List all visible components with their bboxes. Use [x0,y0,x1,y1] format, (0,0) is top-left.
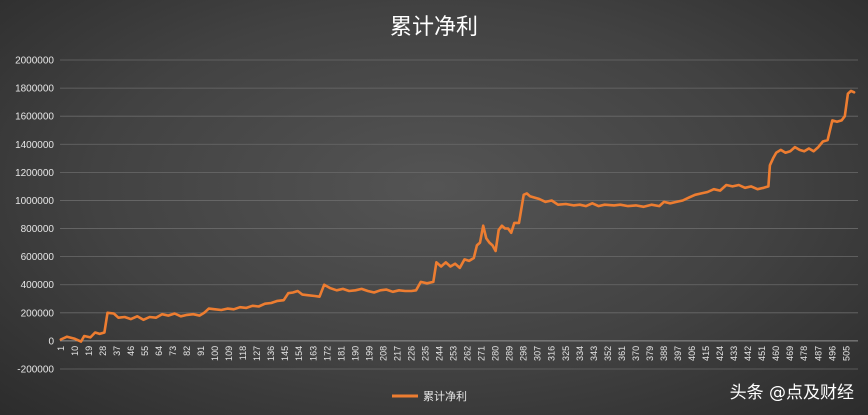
x-tick-label-45: 406 [687,346,697,361]
y-tick-label-4: 1200000 [15,168,54,179]
x-tick-label-18: 163 [308,346,318,361]
x-tick-label-47: 424 [715,346,725,361]
series-lines [59,89,856,343]
x-tick-label-11: 100 [210,346,220,361]
x-tick-label-41: 370 [631,346,641,361]
x-tick-label-4: 37 [112,346,122,356]
x-tick-label-32: 289 [505,346,515,361]
x-tick-label-25: 226 [406,346,416,361]
x-axis-tick-labels: 1 10 19 28 37 46 55 64 73 82 91 100 109 118 127 136 145 1… [56,346,852,361]
y-axis-tick-labels: 2000000180000016000001400000120000010000… [15,56,54,376]
x-tick-label-54: 487 [813,346,823,361]
legend-label: 累计净利 [423,389,467,403]
x-tick-label-22: 199 [364,346,374,361]
x-tick-label-8: 73 [168,346,178,356]
x-tick-label-1: 10 [70,346,80,356]
y-tick-label-0: 2000000 [15,56,54,67]
x-tick-label-56: 505 [841,346,851,361]
x-tick-label-10: 91 [196,346,206,356]
x-tick-label-9: 82 [182,346,192,356]
y-tick-label-10: 0 [48,336,54,347]
x-tick-label-27: 244 [435,346,445,361]
x-tick-label-50: 451 [757,346,767,361]
x-tick-label-13: 118 [238,346,248,360]
x-tick-label-0: 1 [56,346,66,351]
x-tick-label-7: 64 [154,346,164,356]
y-tick-label-3: 1400000 [15,140,54,151]
x-tick-label-40: 361 [617,346,627,361]
x-tick-label-5: 46 [126,346,136,356]
chart-title: 累计净利 [390,15,478,40]
x-tick-label-44: 397 [673,346,683,361]
x-tick-label-21: 190 [350,346,360,361]
x-tick-label-52: 469 [785,346,795,361]
x-tick-label-24: 217 [392,346,402,361]
x-tick-label-12: 109 [224,346,234,361]
x-tick-label-16: 145 [280,346,290,361]
x-tick-label-23: 208 [378,346,388,361]
y-tick-label-11: -200000 [17,365,54,376]
x-tick-label-2: 19 [84,346,94,356]
x-tick-label-37: 334 [575,346,585,361]
x-tick-label-30: 271 [477,346,487,361]
x-tick-label-55: 496 [827,346,837,361]
y-tick-label-2: 1600000 [15,112,54,123]
x-tick-label-17: 154 [294,346,304,361]
x-tick-label-53: 478 [799,346,809,361]
legend: 累计净利 [392,389,467,403]
y-tick-label-9: 200000 [21,308,55,319]
watermark: 头条 @点及财经 [729,383,854,403]
y-tick-label-6: 800000 [21,224,55,235]
x-tick-label-35: 316 [547,346,557,361]
x-tick-label-46: 415 [701,346,711,361]
series-line-0 [59,89,856,343]
x-tick-label-38: 343 [589,346,599,361]
x-tick-label-43: 388 [659,346,669,361]
x-tick-label-49: 442 [743,346,753,361]
x-tick-label-48: 433 [729,346,739,361]
x-tick-label-51: 460 [771,346,781,361]
x-tick-label-31: 280 [491,346,501,361]
grid-lines [60,59,858,370]
x-tick-label-26: 235 [420,346,430,361]
x-tick-label-19: 172 [322,346,332,361]
x-tick-label-33: 298 [519,346,529,361]
x-tick-label-39: 352 [603,346,613,361]
x-tick-label-29: 262 [463,346,473,361]
x-tick-label-14: 127 [252,346,262,361]
y-tick-label-1: 1800000 [15,84,54,95]
x-tick-label-20: 181 [336,346,346,361]
x-tick-label-15: 136 [266,346,276,361]
x-tick-label-42: 379 [645,346,655,361]
y-tick-label-7: 600000 [21,252,55,263]
x-tick-label-28: 253 [449,346,459,361]
y-tick-label-5: 1000000 [15,196,54,207]
y-tick-label-8: 400000 [21,280,55,291]
x-tick-label-36: 325 [561,346,571,361]
x-tick-label-34: 307 [533,346,543,361]
x-tick-label-6: 55 [140,346,150,356]
x-tick-label-3: 28 [98,346,108,356]
